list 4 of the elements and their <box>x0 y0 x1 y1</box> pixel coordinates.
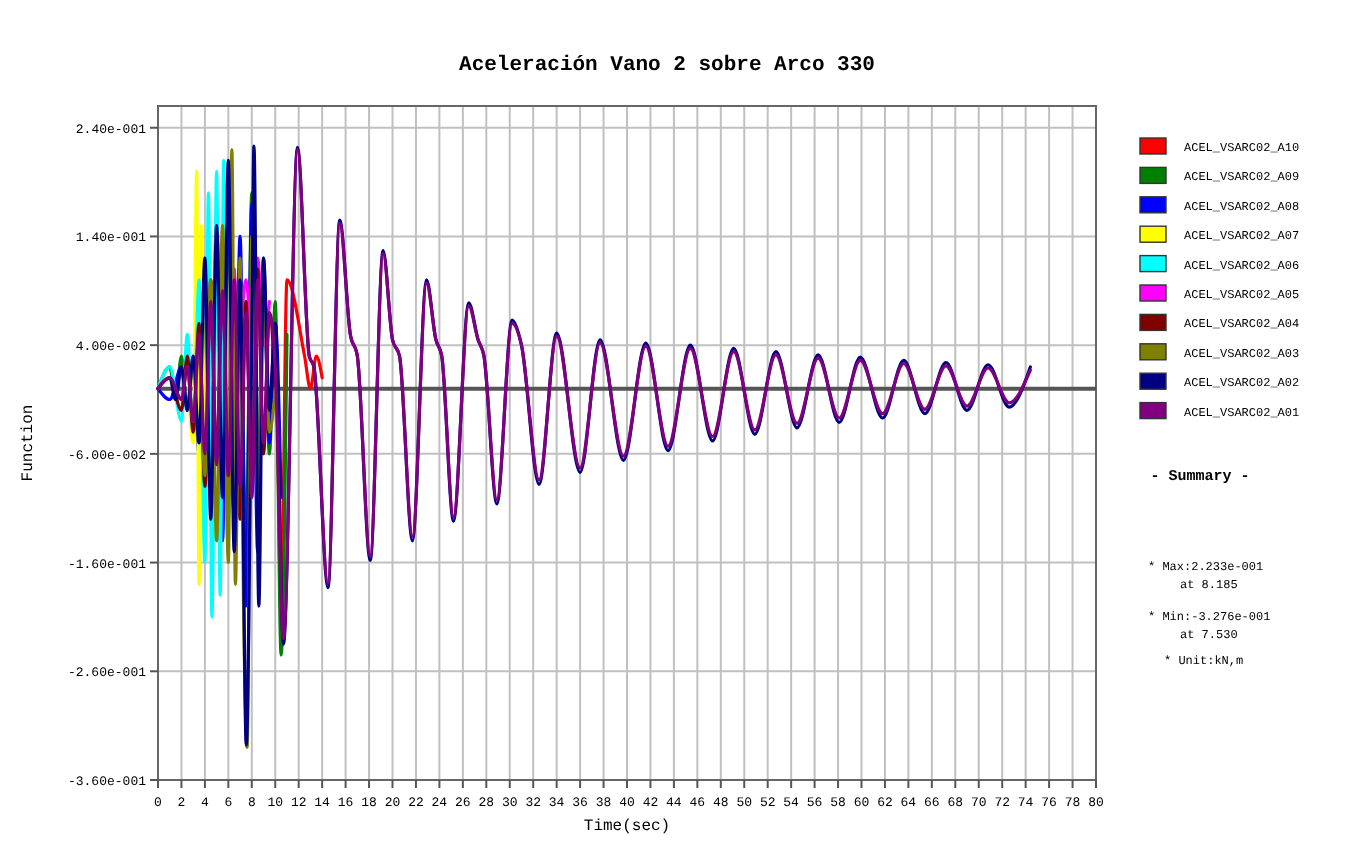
chart-title: Aceleración Vano 2 sobre Arco 330 <box>459 54 875 78</box>
y-axis-title: Function <box>20 404 38 482</box>
x-axis-title: Time(sec) <box>583 818 671 836</box>
line-series <box>156 147 1032 641</box>
